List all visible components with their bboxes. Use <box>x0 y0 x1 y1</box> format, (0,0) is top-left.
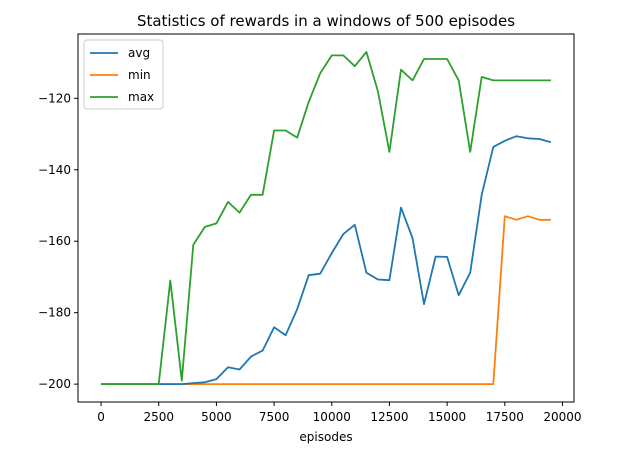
plot-frame <box>77 33 575 403</box>
x-tick-label: 12500 <box>370 410 408 424</box>
x-tick-label: 7500 <box>259 410 290 424</box>
y-tick-label: −160 <box>38 234 71 248</box>
y-tick-label: −140 <box>38 163 71 177</box>
y-tick-label: −120 <box>38 91 71 105</box>
legend: avg min max <box>83 39 164 110</box>
y-axis-ticks: −200 −180 −160 −140 −120 <box>38 91 78 391</box>
x-tick-label: 2500 <box>143 410 174 424</box>
x-tick-label: 17500 <box>486 410 524 424</box>
chart-title: Statistics of rewards in a windows of 50… <box>137 12 515 30</box>
y-tick-label: −180 <box>38 306 71 320</box>
legend-label-avg: avg <box>128 46 150 60</box>
x-tick-label: 15000 <box>428 410 466 424</box>
series-line-avg <box>101 135 552 386</box>
series-line-max <box>101 51 551 386</box>
y-tick-label: −200 <box>38 377 71 391</box>
legend-label-min: min <box>128 68 151 82</box>
x-tick-label: 20000 <box>543 410 581 424</box>
legend-box <box>83 39 164 110</box>
x-axis-ticks: 0 2500 5000 7500 10000 12500 15000 17500 20000 <box>97 402 582 424</box>
x-tick-label: 10000 <box>313 410 351 424</box>
x-tick-label: 0 <box>97 410 105 424</box>
x-axis-label: episodes <box>299 430 352 444</box>
x-tick-label: 5000 <box>201 410 232 424</box>
legend-label-max: max <box>128 90 154 104</box>
series-layer <box>101 51 552 386</box>
